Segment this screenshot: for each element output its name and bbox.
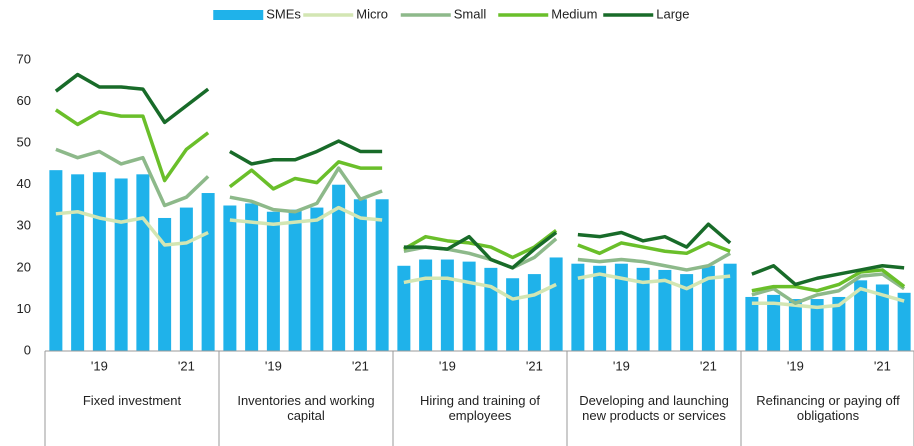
bar (527, 274, 541, 351)
line-series (54, 108, 210, 183)
x-tick-label: '19 (787, 358, 804, 373)
bar (767, 294, 781, 351)
y-tick-label: 60 (17, 93, 31, 108)
bar (223, 205, 237, 351)
y-tick-label: 70 (17, 51, 31, 66)
group-label: Refinancing or paying off obligations (756, 393, 900, 423)
y-tick-label: 20 (17, 259, 31, 274)
bar (179, 207, 193, 351)
bar (745, 296, 759, 351)
y-tick-label: 40 (17, 176, 31, 191)
line-series (751, 268, 906, 293)
line-series (54, 72, 210, 125)
x-tick-label: '21 (700, 358, 717, 373)
bar (245, 203, 259, 351)
line-series (55, 147, 210, 208)
x-tick-label: '21 (178, 358, 195, 373)
x-tick-label: '19 (439, 358, 456, 373)
x-tick-label: '19 (265, 358, 282, 373)
legend-label: SMEs (266, 6, 301, 21)
legend-swatch (213, 10, 264, 20)
bar (506, 278, 520, 351)
bar (658, 269, 672, 351)
bar (484, 267, 498, 351)
y-tick-label: 30 (17, 218, 31, 233)
bar (875, 284, 889, 351)
bar (397, 265, 411, 351)
bar (332, 184, 346, 351)
bar (158, 217, 172, 351)
line-series (403, 231, 558, 270)
bar (353, 199, 367, 351)
line-series (229, 205, 383, 226)
line-series (55, 209, 209, 247)
group-label: Inventories and working capital (237, 393, 375, 423)
line-series (403, 229, 558, 260)
line-series (577, 222, 732, 249)
group-label: Fixed investment (82, 393, 182, 408)
bar (593, 265, 607, 351)
bar (114, 178, 128, 351)
bar (636, 267, 650, 351)
group-label: Developing and launching new products or… (579, 393, 729, 423)
legend-label: Small (454, 6, 487, 21)
bar (549, 257, 563, 351)
legend-label: Micro (356, 6, 388, 21)
bar (136, 174, 150, 351)
line-series (228, 160, 383, 191)
bar (810, 299, 824, 351)
bar (201, 193, 215, 351)
bar (92, 172, 106, 351)
bar (854, 280, 868, 351)
x-tick-label: '21 (526, 358, 543, 373)
line-series (577, 272, 731, 291)
line-series (577, 241, 731, 256)
y-tick-label: 0 (24, 342, 31, 357)
legend-label: Large (656, 6, 689, 21)
bar (614, 263, 628, 351)
line-series (751, 264, 905, 287)
legend-label: Medium (551, 6, 597, 21)
line-series (403, 276, 557, 301)
bar (440, 259, 454, 351)
bar (701, 265, 715, 351)
bar (288, 209, 302, 351)
bar (832, 296, 846, 351)
bar (419, 259, 433, 351)
line-series (751, 272, 906, 305)
bar (897, 292, 911, 351)
bar (462, 261, 476, 351)
line-series (229, 139, 383, 166)
x-tick-label: '21 (874, 358, 891, 373)
bar (310, 207, 324, 351)
bar (266, 211, 280, 351)
line-series (751, 286, 905, 310)
group-label: Hiring and training of employees (420, 393, 540, 423)
x-tick-label: '19 (613, 358, 630, 373)
bar (680, 274, 694, 351)
x-tick-label: '19 (91, 358, 108, 373)
y-tick-label: 10 (17, 301, 31, 316)
bar (71, 174, 85, 351)
bar (49, 170, 63, 351)
bar (788, 299, 802, 351)
line-series (577, 251, 731, 272)
line-series (229, 166, 383, 214)
y-tick-label: 50 (17, 135, 31, 150)
x-tick-label: '21 (352, 358, 369, 373)
bar (571, 263, 585, 351)
bar (723, 263, 737, 351)
bar (375, 199, 389, 351)
